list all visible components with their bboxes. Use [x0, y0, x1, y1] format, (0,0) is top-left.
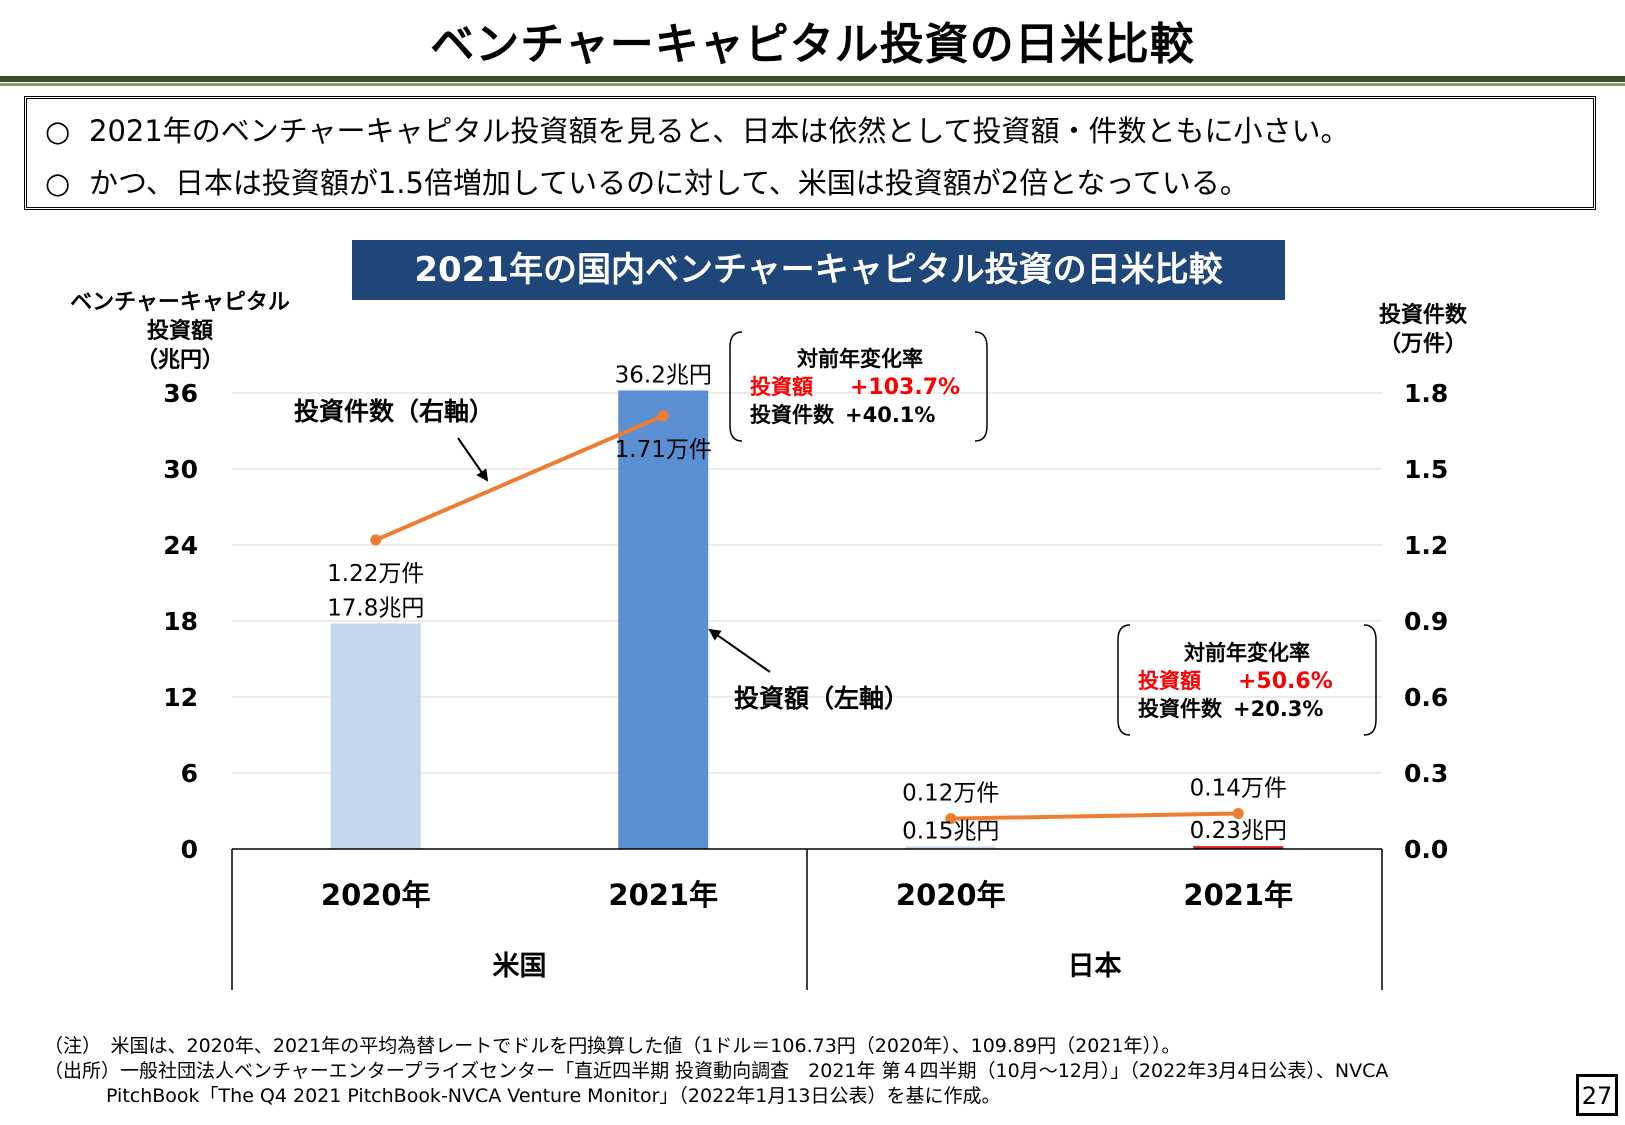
summary-line-2: ○ かつ、日本は投資額が1.5倍増加しているのに対して、米国は投資額が2倍となって…: [45, 157, 1593, 209]
left-tick-label: 18: [163, 607, 198, 636]
right-tick-label: 0.3: [1404, 759, 1448, 788]
count-point: [945, 813, 957, 825]
circle-bullet-icon: ○: [45, 114, 71, 148]
us-annotation-investment-label: 投資額: [750, 375, 813, 399]
left-tick-label: 0: [181, 835, 198, 864]
country-axis-label: 米国: [493, 951, 547, 982]
legend-line-arrow: [457, 437, 489, 482]
count-series-line: [374, 413, 665, 542]
footnotes: （注） 米国は、2020年、2021年の平均為替レートでドルを円換算した値（1ド…: [44, 1034, 1388, 1109]
right-tick-label: 1.5: [1404, 455, 1448, 484]
left-tick-label: 30: [163, 455, 198, 484]
us-annotation-count-change: +40.1%: [845, 403, 935, 427]
count-value-label: 1.71万件: [615, 437, 712, 463]
us-annotation-bracket-left: [729, 331, 743, 442]
left-axis-title-line-2: 投資額: [147, 318, 213, 344]
legend-bar-series: 投資額（左軸）: [734, 684, 909, 713]
investment-bar: [330, 623, 421, 849]
jp-annotation-investment-label: 投資額: [1138, 669, 1201, 693]
count-point: [1232, 808, 1244, 820]
count-value-label: 1.22万件: [327, 561, 424, 587]
page-number: 27: [1576, 1074, 1618, 1116]
year-axis-label: 2021年: [1183, 878, 1293, 912]
footnote-source-continued: PitchBook「The Q4 2021 PitchBook-NVCA Ven…: [106, 1085, 1001, 1107]
us-change-annotation: 対前年変化率 投資額 +103.7% 投資件数 +40.1%: [729, 331, 988, 442]
bar-value-label: 0.15兆円: [902, 819, 999, 845]
count-point: [370, 534, 382, 546]
us-annotation-count-label: 投資件数: [750, 403, 835, 427]
count-series-line: [950, 811, 1239, 821]
summary-box: ○ 2021年のベンチャーキャピタル投資額を見ると、日本は依然として投資額・件数と…: [24, 96, 1596, 210]
left-axis-title-line-1: ベンチャーキャピタル: [70, 290, 290, 315]
right-axis-title-line-1: 投資件数: [1379, 302, 1468, 328]
country-axis-label: 日本: [1068, 951, 1122, 982]
investment-bar: [905, 846, 996, 849]
legend-bar-arrow: [708, 628, 771, 673]
jp-annotation-investment-change: +50.6%: [1238, 669, 1333, 694]
bar-value-label: 36.2兆円: [615, 362, 712, 388]
us-annotation-bracket-right: [974, 331, 988, 442]
jp-annotation-bracket-right: [1363, 624, 1377, 736]
left-tick-label: 6: [181, 759, 198, 788]
right-axis-title-line-2: （万件）: [1379, 332, 1467, 357]
jp-change-annotation: 対前年変化率 投資額 +50.6% 投資件数 +20.3%: [1117, 624, 1377, 736]
year-axis-label: 2020年: [321, 878, 431, 912]
us-annotation-heading: 対前年変化率: [797, 347, 923, 371]
year-axis-label: 2021年: [608, 878, 718, 912]
jp-annotation-count-change: +20.3%: [1233, 697, 1323, 721]
count-value-label: 0.12万件: [902, 781, 999, 807]
summary-text-1: 2021年のベンチャーキャピタル投資額を見ると、日本は依然として投資額・件数とも…: [89, 114, 1350, 148]
us-annotation-investment-change: +103.7%: [850, 375, 960, 400]
footnote-source: （出所）一般社団法人ベンチャーエンタープライズセンター「直近四半期 投資動向調査…: [44, 1060, 1389, 1082]
count-point: [657, 410, 669, 422]
bar-value-label: 0.23兆円: [1190, 818, 1287, 844]
footnote-note: （注） 米国は、2020年、2021年の平均為替レートでドルを円換算した値（1ド…: [44, 1035, 1181, 1057]
page-title: ベンチャーキャピタル投資の日米比較: [430, 19, 1195, 70]
title-rule: [0, 76, 1625, 82]
left-tick-label: 36: [163, 379, 198, 408]
jp-annotation-bracket-left: [1117, 624, 1131, 736]
legend-line-series: 投資件数（右軸）: [294, 397, 494, 426]
count-value-label: 0.14万件: [1190, 776, 1287, 802]
circle-bullet-icon: ○: [45, 166, 71, 200]
chart-title: 2021年の国内ベンチャーキャピタル投資の日米比較: [352, 240, 1285, 300]
left-axis-title-line-3: （兆円）: [136, 348, 224, 373]
right-tick-label: 1.2: [1404, 531, 1448, 560]
right-tick-label: 0.6: [1404, 683, 1448, 712]
right-tick-label: 0.0: [1404, 835, 1448, 864]
right-tick-label: 1.8: [1404, 379, 1448, 408]
investment-bar: [618, 390, 709, 849]
left-tick-label: 24: [163, 531, 198, 560]
left-tick-label: 12: [163, 683, 198, 712]
bar-value-label: 17.8兆円: [327, 596, 424, 622]
right-tick-label: 0.9: [1404, 607, 1448, 636]
summary-line-1: ○ 2021年のベンチャーキャピタル投資額を見ると、日本は依然として投資額・件数と…: [45, 105, 1593, 157]
investment-bar: [1193, 846, 1284, 849]
summary-text-2: かつ、日本は投資額が1.5倍増加しているのに対して、米国は投資額が2倍となってい…: [89, 166, 1249, 200]
jp-annotation-heading: 対前年変化率: [1184, 641, 1310, 665]
jp-annotation-count-label: 投資件数: [1138, 697, 1223, 721]
title-rule-accent: [0, 83, 1625, 86]
year-axis-label: 2020年: [896, 878, 1006, 912]
vc-investment-chart: 0 0.0 6 0.3 12 0.6 18 0.9 24 1.2 30 1.5 36 1.8 17.8兆円 2…: [70, 290, 1468, 990]
